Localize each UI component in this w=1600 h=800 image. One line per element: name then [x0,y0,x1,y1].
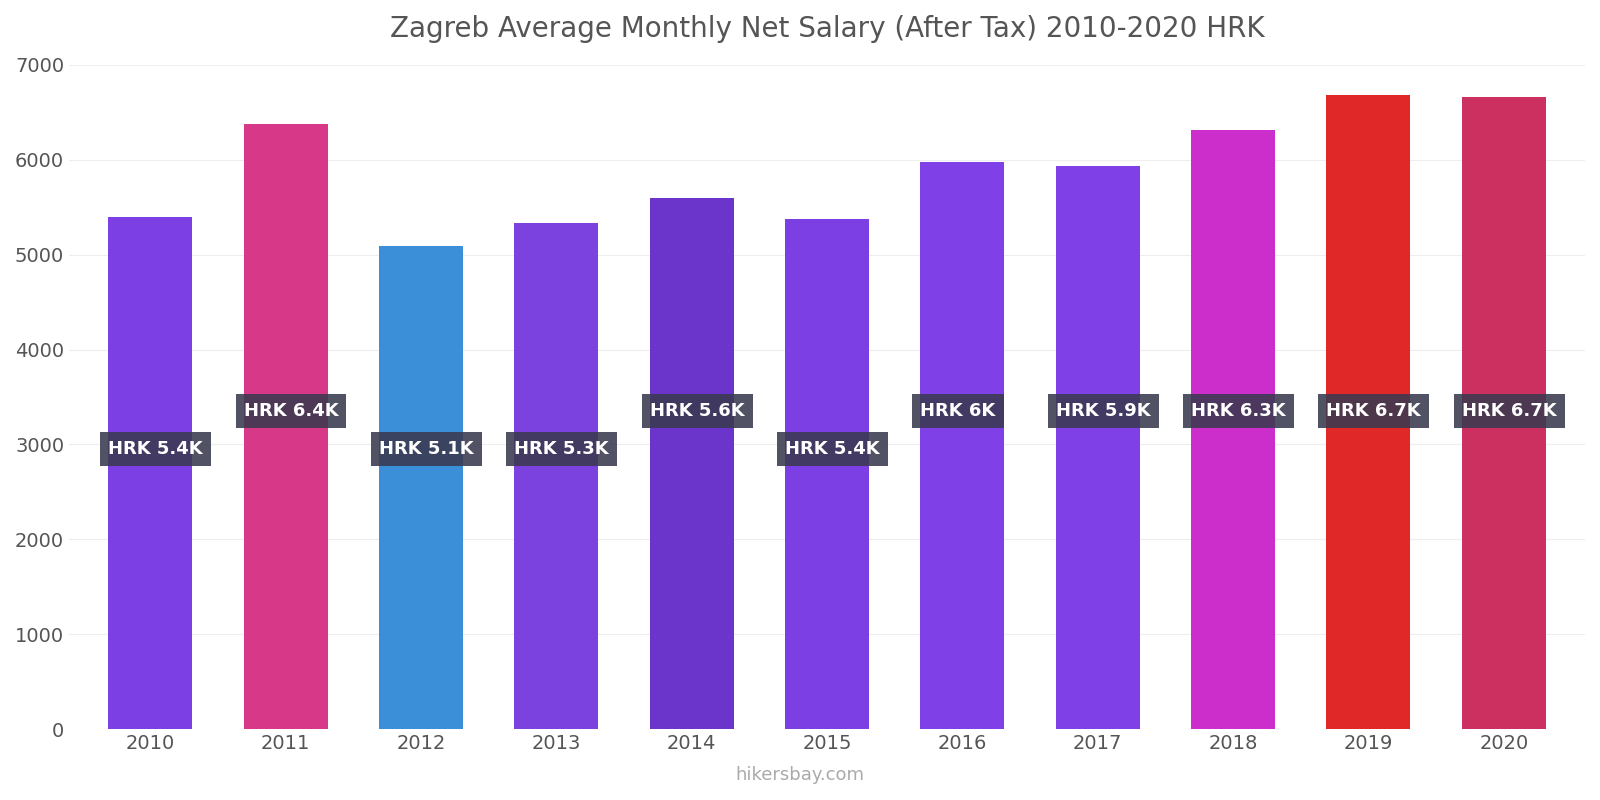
Text: HRK 5.1K: HRK 5.1K [379,440,474,458]
Text: HRK 6.3K: HRK 6.3K [1190,402,1286,420]
Bar [1326,95,1411,729]
Text: HRK 5.4K: HRK 5.4K [109,440,203,458]
Text: HRK 6.7K: HRK 6.7K [1462,402,1557,420]
Text: HRK 6K: HRK 6K [920,402,995,420]
Bar [650,198,734,729]
Bar [1190,130,1275,729]
Bar [109,217,192,729]
Text: HRK 5.4K: HRK 5.4K [786,440,880,458]
Bar [243,124,328,729]
Bar [1056,166,1139,729]
Bar [1462,97,1546,729]
Text: HRK 5.6K: HRK 5.6K [650,402,744,420]
Text: HRK 5.3K: HRK 5.3K [515,440,610,458]
Bar [786,219,869,729]
Bar [515,223,598,729]
Title: Zagreb Average Monthly Net Salary (After Tax) 2010-2020 HRK: Zagreb Average Monthly Net Salary (After… [390,15,1264,43]
Text: hikersbay.com: hikersbay.com [736,766,864,784]
Bar [920,162,1005,729]
Text: HRK 5.9K: HRK 5.9K [1056,402,1150,420]
Text: HRK 6.7K: HRK 6.7K [1326,402,1421,420]
Bar [379,246,462,729]
Text: HRK 6.4K: HRK 6.4K [243,402,338,420]
